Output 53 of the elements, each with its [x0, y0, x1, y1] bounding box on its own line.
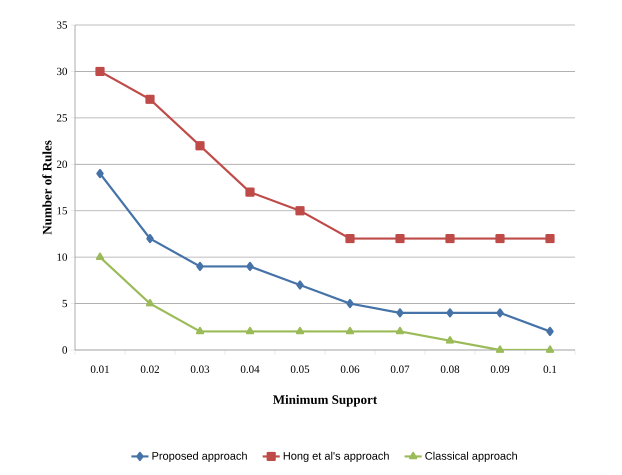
- y-axis-title: Number of Rules: [42, 140, 52, 235]
- point: [246, 262, 254, 272]
- legend-label: Hong et al's approach: [284, 452, 389, 462]
- point: [96, 168, 104, 178]
- x-axis-title: Minimum Support: [273, 394, 378, 407]
- y-tick-label: 0: [62, 346, 68, 354]
- point: [495, 234, 505, 244]
- y-tick-label: 30: [57, 68, 68, 76]
- x-tick-label: 0.03: [190, 366, 210, 374]
- point: [445, 234, 455, 244]
- point: [245, 188, 255, 197]
- x-tick-label: 0.09: [490, 366, 510, 374]
- point: [196, 262, 204, 272]
- point: [346, 326, 354, 334]
- legend-label: Classical approach: [425, 452, 517, 462]
- y-tick-label: 35: [57, 21, 68, 29]
- point: [146, 234, 154, 244]
- x-tick-label: 0.07: [390, 366, 410, 374]
- point: [396, 308, 404, 318]
- x-tick-label: 0.08: [440, 366, 460, 374]
- y-tick-label: 15: [57, 207, 68, 214]
- point: [296, 280, 304, 290]
- point: [95, 66, 105, 76]
- point: [546, 326, 554, 336]
- point: [496, 308, 504, 318]
- y-tick-label: 20: [56, 160, 68, 168]
- x-tick-label: 0.1: [544, 366, 556, 374]
- point: [145, 94, 155, 104]
- point: [496, 345, 504, 353]
- point: [196, 326, 204, 334]
- point: [545, 234, 555, 244]
- point: [395, 234, 405, 244]
- point: [96, 252, 104, 260]
- x-tick-label: 0.05: [290, 366, 310, 374]
- point: [146, 298, 154, 306]
- x-tick-label: 0.06: [340, 366, 360, 374]
- x-tick-label: 0.02: [140, 366, 160, 374]
- y-tick-label: 25: [56, 114, 68, 122]
- point: [346, 298, 354, 308]
- point: [446, 336, 454, 344]
- y-tick-label: 5: [62, 300, 68, 308]
- y-tick-label: 10: [57, 253, 68, 261]
- point: [396, 326, 404, 334]
- legend-label: Proposed approach: [152, 452, 247, 462]
- point: [295, 206, 305, 216]
- point: [546, 345, 554, 353]
- x-tick-label: 0.04: [240, 366, 260, 374]
- point: [345, 234, 355, 244]
- point: [246, 326, 254, 334]
- x-tick-label: 0.01: [90, 366, 109, 374]
- point: [296, 326, 304, 334]
- point: [446, 308, 454, 318]
- point: [195, 141, 205, 150]
